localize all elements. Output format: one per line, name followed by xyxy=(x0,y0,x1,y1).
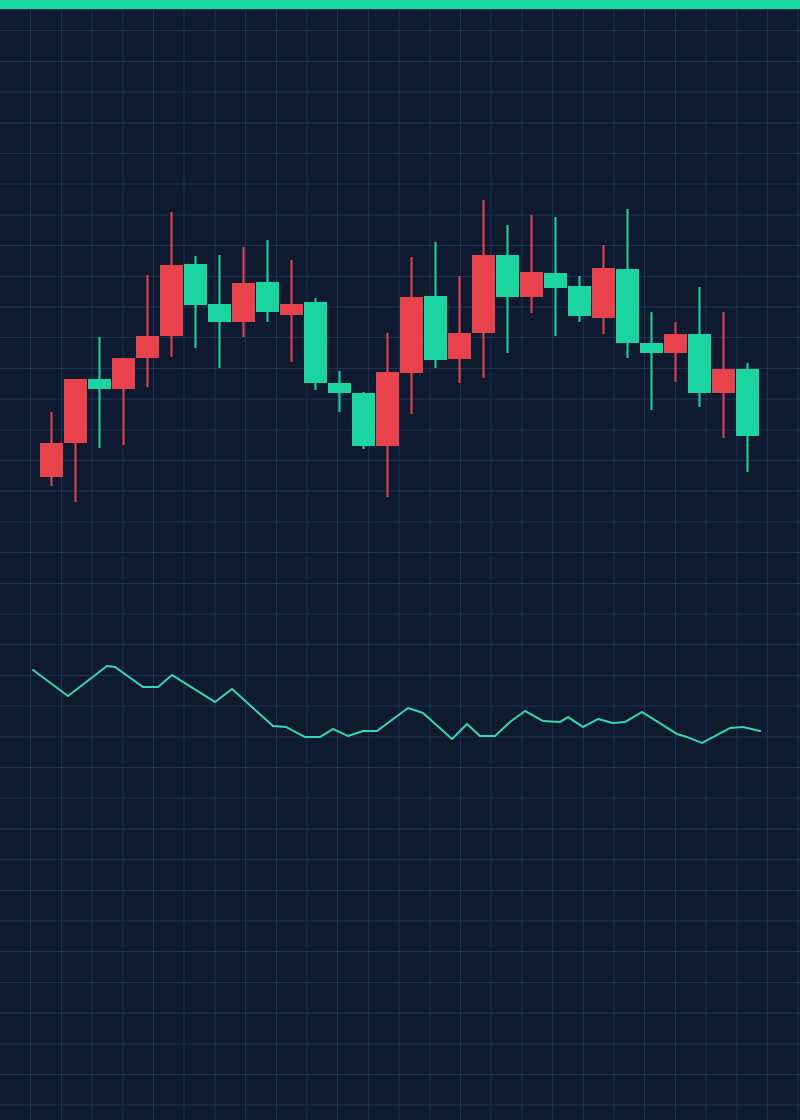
candle-body xyxy=(184,264,207,305)
candle-body xyxy=(448,333,471,359)
candle-body xyxy=(400,297,423,373)
candle-body xyxy=(160,265,183,336)
candle-body xyxy=(328,383,351,393)
candle-body xyxy=(304,302,327,383)
candle-body xyxy=(688,334,711,393)
candle-body xyxy=(112,358,135,389)
candle-body xyxy=(736,369,759,436)
candle-body xyxy=(424,296,447,360)
candle-body xyxy=(592,268,615,318)
candle-body xyxy=(280,304,303,315)
candle-body xyxy=(472,255,495,333)
candle-body xyxy=(256,282,279,312)
candle-body xyxy=(376,372,399,446)
candle-body xyxy=(664,334,687,353)
candle-body xyxy=(40,443,63,477)
candlestick-chart xyxy=(40,200,759,502)
candle-body xyxy=(352,393,375,446)
candle-body xyxy=(232,283,255,322)
candle-body xyxy=(136,336,159,358)
candle-body xyxy=(520,272,543,297)
candle-body xyxy=(64,379,87,443)
line-chart xyxy=(32,665,761,744)
candle-body xyxy=(208,304,231,322)
candle-body xyxy=(712,369,735,393)
indicator-line xyxy=(32,665,761,744)
candle-body xyxy=(568,286,591,316)
candle-body xyxy=(544,273,567,288)
candle-body xyxy=(496,255,519,297)
top-accent-bar xyxy=(0,0,800,9)
candle-body xyxy=(640,343,663,353)
candle-body xyxy=(616,269,639,343)
candle-body xyxy=(88,379,111,389)
